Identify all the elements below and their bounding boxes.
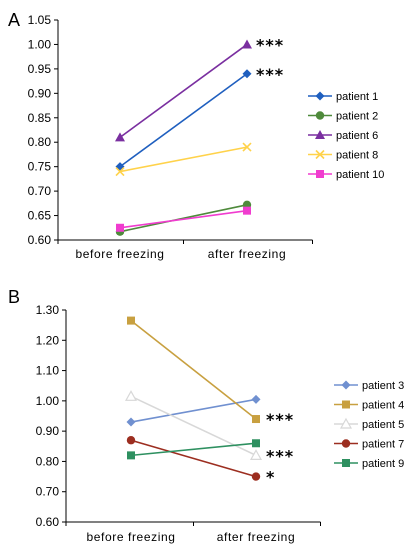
- y-tick-label: 0.60: [28, 233, 52, 247]
- series-patient-2: [115, 200, 252, 236]
- significance-annotation: *: [266, 468, 275, 487]
- legend-label: patient 5: [362, 419, 404, 431]
- data-point: [115, 166, 125, 177]
- series-line: [130, 319, 257, 420]
- significance-annotation: ***: [256, 35, 284, 54]
- chart-panel-a: A 0.60 0.65 0.70 0.75 0.80 0.85 0.90 0.95 1.00 1.0…: [8, 10, 384, 261]
- chart-panel-b: B 0.60 0.70 0.80 0.90 1.00 1.10 1.20 1.30 before …: [8, 287, 404, 544]
- significance-annotation: ***: [266, 410, 294, 429]
- significance-annotation: ***: [266, 446, 294, 465]
- data-point: [124, 390, 138, 401]
- legend-entry: patient 3: [334, 380, 404, 392]
- series-line: [119, 146, 248, 173]
- data-point: [116, 223, 124, 232]
- legend-marker: [315, 111, 325, 120]
- x-tick-label: before freezing: [86, 530, 175, 544]
- x-tick-label: after freezing: [208, 247, 286, 261]
- data-point: [242, 39, 252, 49]
- y-tick-label: 0.65: [28, 209, 52, 223]
- legend-marker: [341, 380, 351, 390]
- series-patient-1: [115, 69, 252, 172]
- legend-marker: [341, 439, 351, 448]
- series-line: [119, 73, 248, 168]
- series-patient-10: [116, 206, 251, 232]
- legend-marker: [315, 130, 325, 139]
- legend-entry: patient 7: [334, 439, 404, 451]
- data-point: [251, 394, 261, 404]
- panel-label: A: [8, 10, 20, 30]
- legend-marker: [315, 149, 325, 160]
- data-point: [126, 436, 136, 445]
- legend-entry: patient 6: [308, 130, 378, 142]
- y-tick-label: 0.80: [28, 135, 52, 149]
- y-tick-label: 0.95: [28, 62, 52, 76]
- data-point: [243, 206, 251, 215]
- legend-label: patient 3: [362, 380, 404, 392]
- legend-marker: [316, 170, 324, 178]
- series-line: [119, 204, 248, 233]
- series-line: [119, 209, 248, 229]
- panel-label: B: [8, 287, 20, 307]
- y-tick-label: 0.70: [28, 184, 52, 198]
- legend-label: patient 6: [336, 130, 378, 142]
- series-patient-8: [115, 142, 252, 177]
- legend-marker: [342, 400, 350, 409]
- series-patient-3: [126, 394, 261, 427]
- legend-marker: [339, 417, 353, 429]
- series-patient-7: [126, 436, 261, 481]
- x-tick-label: before freezing: [75, 247, 164, 261]
- y-tick-label: 1.05: [28, 13, 52, 27]
- series-patient-9: [127, 439, 260, 460]
- legend-label: patient 9: [362, 458, 404, 470]
- y-tick-label: 1.00: [36, 394, 60, 408]
- legend-label: patient 2: [336, 111, 378, 123]
- legend-label: patient 1: [336, 91, 378, 103]
- data-point: [252, 415, 260, 424]
- y-tick-label: 1.00: [28, 37, 52, 51]
- legend-marker: [342, 459, 350, 467]
- legend-entry: patient 4: [334, 400, 404, 412]
- legend-label: patient 10: [336, 169, 384, 181]
- legend-entry: patient 1: [308, 91, 378, 103]
- legend-entry: patient 2: [308, 111, 378, 123]
- y-tick-label: 0.70: [36, 485, 60, 499]
- legend-entry: patient 8: [308, 150, 378, 162]
- data-point: [127, 316, 135, 325]
- data-point: [242, 142, 252, 152]
- legend-label: patient 4: [362, 400, 404, 412]
- y-tick-label: 0.90: [28, 86, 52, 100]
- y-tick-label: 0.85: [28, 111, 52, 125]
- x-tick-label: after freezing: [217, 530, 295, 544]
- series-line: [130, 442, 257, 457]
- y-tick-label: 0.90: [36, 424, 60, 438]
- series-line: [130, 398, 257, 423]
- data-point: [115, 132, 125, 142]
- series-line: [130, 439, 257, 478]
- y-tick-label: 1.20: [36, 333, 60, 347]
- data-point: [251, 472, 261, 481]
- legend-label: patient 7: [362, 439, 404, 451]
- y-tick-label: 1.30: [36, 303, 60, 317]
- data-point: [127, 451, 135, 460]
- series-patient-6: [115, 39, 252, 142]
- legend-label: patient 8: [336, 150, 378, 162]
- y-tick-label: 1.10: [36, 364, 60, 378]
- series-patient-4: [127, 316, 260, 424]
- y-tick-label: 0.60: [36, 515, 60, 529]
- y-tick-label: 0.80: [36, 454, 60, 468]
- y-tick-label: 0.75: [28, 160, 52, 174]
- legend-marker: [315, 91, 325, 101]
- series-line: [119, 43, 248, 138]
- legend-entry: patient 5: [334, 417, 404, 431]
- data-point: [126, 417, 136, 427]
- data-point: [242, 69, 252, 79]
- legend-entry: patient 9: [334, 458, 404, 470]
- significance-annotation: ***: [256, 65, 284, 84]
- legend-entry: patient 10: [308, 169, 384, 181]
- data-point: [252, 439, 260, 448]
- data-point: [249, 449, 263, 460]
